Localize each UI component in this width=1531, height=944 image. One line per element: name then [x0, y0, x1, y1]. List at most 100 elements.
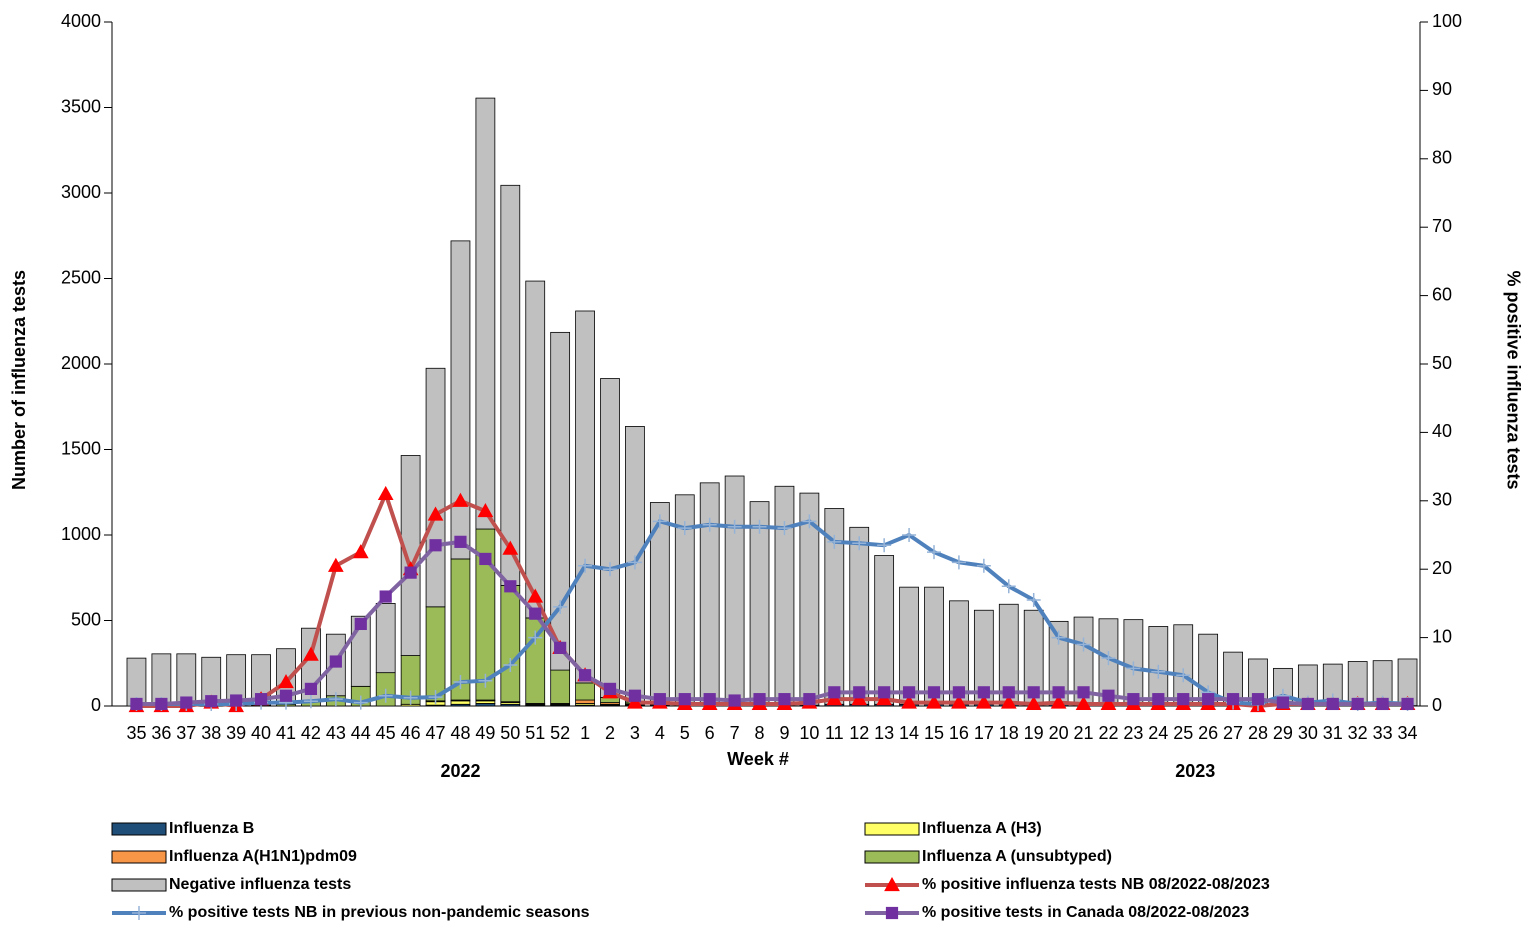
- x-tick-label: 30: [1298, 723, 1318, 743]
- bar-segment: [375, 603, 396, 674]
- bar-segment: [425, 606, 446, 702]
- y-tick-label: 1500: [61, 438, 101, 458]
- line-marker: [901, 694, 917, 709]
- line-marker: [1276, 696, 1290, 709]
- line-marker: [727, 519, 742, 534]
- x-tick-label: 17: [974, 723, 994, 743]
- y-tick-label: 2500: [61, 267, 101, 287]
- line-marker: [528, 630, 543, 645]
- line-marker: [926, 694, 942, 709]
- line-marker: [902, 528, 917, 542]
- line-marker: [828, 686, 841, 699]
- line-marker: [180, 696, 193, 709]
- x-tick-label: 23: [1123, 723, 1143, 743]
- line: [136, 488, 1408, 709]
- line-marker: [851, 691, 868, 706]
- y2-tick-label: 20: [1432, 558, 1452, 578]
- x-tick-label: 28: [1248, 723, 1268, 743]
- line-marker: [876, 691, 893, 706]
- line-marker: [1025, 695, 1042, 711]
- line-marker: [553, 599, 568, 614]
- year-label: 2022: [440, 761, 480, 781]
- legend-label: Influenza A (H3): [922, 820, 1042, 837]
- bar-segment: [425, 367, 446, 608]
- legend-swatch: [111, 878, 167, 892]
- x-tick-label: 51: [525, 723, 545, 743]
- bar-segment: [575, 699, 595, 704]
- x-tick-label: 21: [1074, 723, 1094, 743]
- line-marker: [1076, 637, 1091, 652]
- x-tick-label: 42: [301, 723, 321, 743]
- line-marker: [1101, 651, 1116, 666]
- x-tick-label: 31: [1323, 723, 1343, 743]
- x-tick-label: 43: [326, 723, 346, 743]
- line-marker: [653, 693, 666, 706]
- line-marker: [1376, 697, 1389, 711]
- x-tick-label: 4: [655, 723, 665, 743]
- line-marker: [327, 557, 344, 572]
- x-tick-label: 12: [849, 723, 869, 743]
- line-marker: [479, 552, 492, 566]
- bar-segment: [699, 482, 720, 706]
- line-marker: [1177, 693, 1190, 706]
- legend-swatch: [111, 850, 167, 864]
- legend-swatch: [864, 822, 920, 836]
- line-marker: [853, 686, 866, 699]
- line-marker: [1001, 579, 1016, 594]
- x-tick-label: 45: [376, 723, 396, 743]
- bar-segment: [600, 378, 620, 698]
- line-marker: [878, 686, 891, 699]
- x-tick-label: 19: [1024, 723, 1044, 743]
- line-marker: [230, 694, 243, 707]
- bar-segment: [500, 184, 521, 586]
- y-tick-label: 0: [91, 695, 101, 715]
- line-marker: [976, 558, 991, 573]
- line-marker: [678, 693, 691, 706]
- line-marker: [927, 545, 941, 560]
- y2-tick-label: 10: [1432, 626, 1452, 646]
- legend-label: Influenza A (unsubtyped): [922, 848, 1112, 865]
- line-marker: [404, 566, 417, 579]
- x-tick-label: 15: [924, 723, 944, 743]
- line-marker: [328, 692, 343, 707]
- line-marker: [627, 694, 643, 709]
- x-tick-label: 41: [276, 723, 296, 743]
- x-tick-label: 2: [605, 723, 615, 743]
- line-marker: [502, 540, 519, 555]
- line-marker: [1027, 686, 1040, 699]
- x-tick-label: 35: [126, 723, 146, 743]
- x-tick-label: 18: [999, 723, 1019, 743]
- x-tick-label: 3: [630, 723, 640, 743]
- line-marker: [977, 686, 990, 699]
- line-marker: [1152, 693, 1165, 706]
- x-tick-label: 34: [1398, 723, 1418, 743]
- x-tick-label: 29: [1273, 723, 1293, 743]
- line-marker: [927, 686, 941, 699]
- bar-segment: [849, 526, 870, 705]
- bar-segment: [450, 700, 471, 705]
- line-marker: [1326, 697, 1339, 711]
- legend-label: Influenza A(H1N1)pdm09: [169, 848, 357, 865]
- y-tick-label: 500: [71, 609, 101, 629]
- line-marker: [554, 641, 567, 654]
- y2-tick-label: 50: [1432, 353, 1452, 373]
- line-marker: [478, 673, 493, 688]
- x-tick-label: 27: [1223, 723, 1243, 743]
- line-marker: [1176, 668, 1191, 683]
- line-marker: [1050, 694, 1067, 709]
- y2-tick-label: 70: [1432, 216, 1452, 236]
- line-marker: [429, 539, 442, 552]
- x-tick-label: 10: [799, 723, 819, 743]
- line-marker: [952, 686, 966, 699]
- line-marker: [826, 691, 843, 706]
- bar-segment: [575, 682, 595, 701]
- line-marker: [1301, 697, 1314, 711]
- legend-swatch: [864, 850, 920, 864]
- line-marker: [527, 588, 544, 603]
- line-marker: [578, 669, 592, 682]
- x-tick-label: 49: [475, 723, 495, 743]
- bar-segment: [525, 280, 546, 619]
- x-tick-label: 16: [949, 723, 969, 743]
- line-marker: [378, 688, 393, 703]
- x-tick-label: 40: [251, 723, 271, 743]
